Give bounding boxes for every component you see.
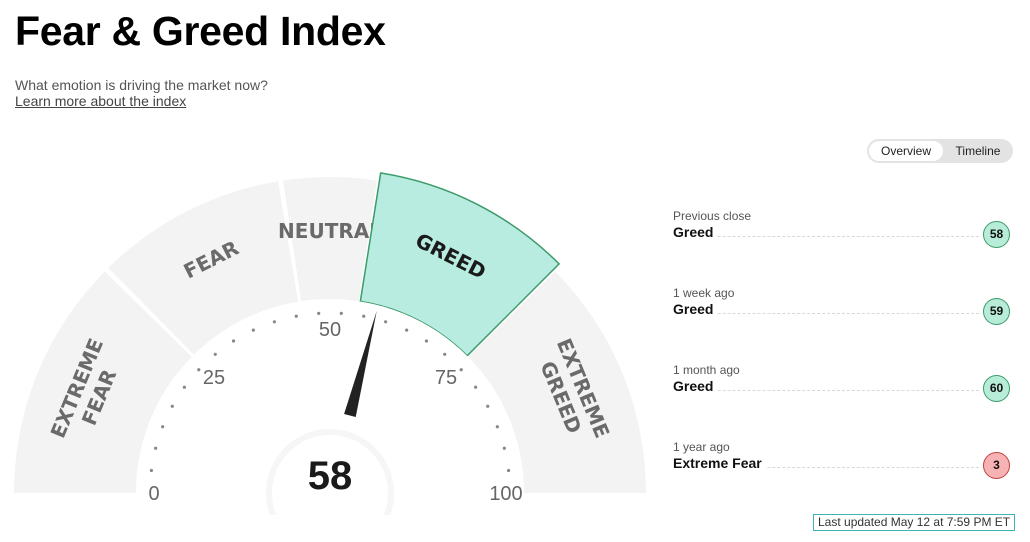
score-badge: 60 — [983, 375, 1010, 402]
history-value: Extreme Fear — [673, 455, 766, 471]
dotted-leader — [673, 390, 979, 391]
gauge-tick-dot — [405, 328, 409, 332]
gauge-segment — [359, 172, 561, 357]
gauge-segment — [283, 177, 377, 302]
gauge-tick-dot — [272, 320, 276, 324]
gauge-tick-dot — [459, 368, 463, 372]
learn-more-link[interactable]: Learn more about the index — [15, 93, 187, 109]
gauge-tick-dot — [213, 352, 217, 356]
history-value: Greed — [673, 378, 718, 394]
gauge-tick-dot — [294, 314, 298, 318]
gauge-needle — [344, 310, 377, 418]
gauge-tick-label: 0 — [148, 483, 159, 505]
history-label: 1 year ago — [673, 440, 730, 454]
gauge-tick-dot — [443, 352, 447, 356]
dotted-leader — [673, 313, 979, 314]
gauge-tick-dot — [251, 328, 255, 332]
gauge-tick-label: 25 — [203, 367, 225, 389]
gauge-face — [136, 299, 524, 493]
gauge-tick-dot — [495, 425, 499, 429]
history-1-week-ago: 1 week ago Greed 59 — [673, 286, 1013, 332]
history-label: 1 month ago — [673, 363, 740, 377]
gauge-tick-dot — [149, 468, 154, 473]
gauge-tick-dot — [384, 320, 388, 324]
gauge-tick-dot — [486, 404, 490, 408]
gauge-tick-label: 75 — [435, 367, 457, 389]
gauge-segment — [108, 181, 299, 355]
page-subtitle: What emotion is driving the market now? — [15, 77, 268, 93]
page-title: Fear & Greed Index — [15, 8, 386, 54]
history-value: Greed — [673, 301, 718, 317]
gauge-tick-dot — [317, 311, 321, 315]
timeline-tab[interactable]: Timeline — [955, 144, 1001, 158]
gauge-tick-dot — [339, 311, 343, 315]
history-label: Previous close — [673, 209, 752, 223]
overview-tab[interactable]: Overview — [869, 141, 943, 161]
dotted-leader — [673, 467, 979, 468]
gauge-value: 58 — [308, 454, 353, 498]
gauge-tick-dot — [231, 339, 236, 343]
history-label: 1 week ago — [673, 286, 735, 300]
gauge-segment-label: NEUTRAL — [278, 219, 382, 243]
gauge-tick-dot — [182, 385, 186, 389]
gauge-tick-label: 100 — [489, 483, 522, 505]
history-1-month-ago: 1 month ago Greed 60 — [673, 363, 1013, 409]
history-value: Greed — [673, 224, 718, 240]
history-previous-close: Previous close Greed 58 — [673, 209, 1013, 255]
gauge-tick-dot — [170, 404, 174, 408]
gauge-tick-dot — [474, 385, 478, 389]
gauge-tick-label: 50 — [319, 319, 341, 341]
gauge-segment — [468, 271, 646, 493]
score-badge: 3 — [983, 452, 1010, 479]
gauge-tick-dot — [424, 339, 429, 343]
score-badge: 58 — [983, 221, 1010, 248]
last-updated-stamp: Last updated May 12 at 7:59 PM ET — [813, 514, 1016, 531]
dotted-leader — [673, 236, 979, 237]
gauge-hub-inner — [272, 435, 388, 515]
gauge-segment — [13, 271, 192, 493]
score-badge: 59 — [983, 298, 1010, 325]
gauge-tick-dot — [197, 368, 201, 372]
gauge-tick-dot — [506, 468, 511, 473]
gauge-tick-dot — [502, 446, 506, 450]
gauge-tick-dot — [161, 425, 165, 429]
view-toggle: Overview Timeline — [867, 139, 1013, 163]
gauge-tick-dot — [154, 446, 158, 450]
gauge-tick-dot — [362, 314, 366, 318]
history-1-year-ago: 1 year ago Extreme Fear 3 — [673, 440, 1013, 486]
